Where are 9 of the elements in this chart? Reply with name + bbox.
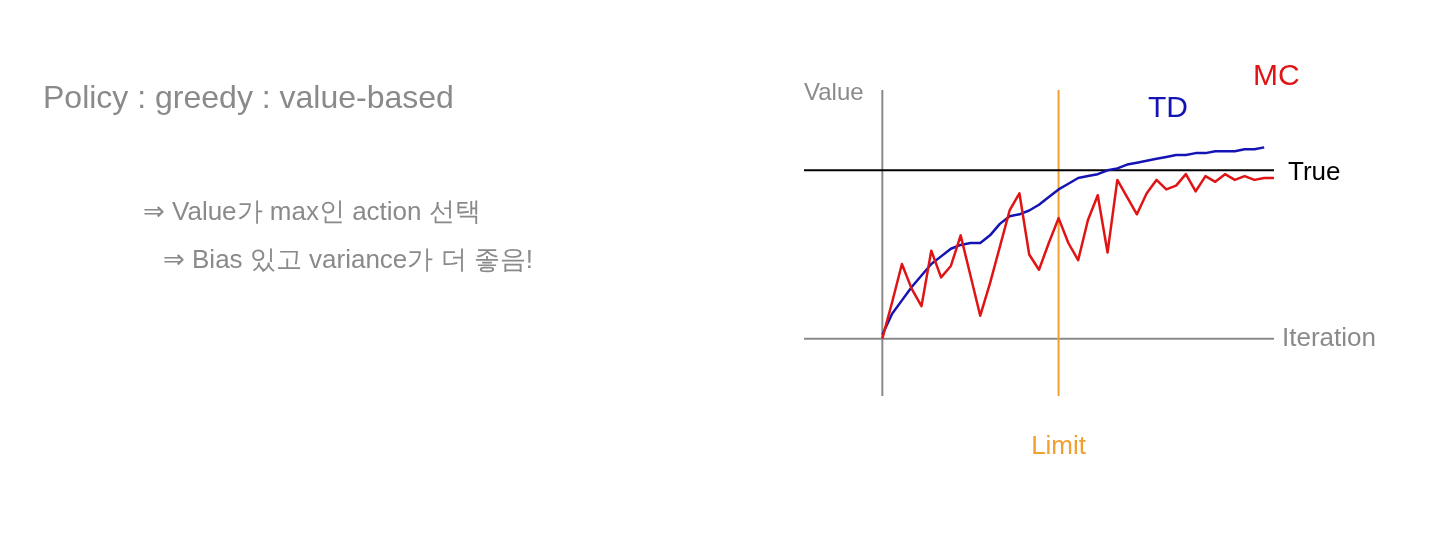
y-axis-title: Value [804,78,864,106]
ref-line-label: True [1288,155,1341,186]
text: MC [1253,58,1300,92]
text: ⇒ Bias 있고 variance가 더 좋음! [163,243,533,275]
series-label: TD [1148,90,1188,124]
x-axis-title: Iteration [1282,322,1376,353]
text: ⇒ Value가 max인 action 선택 [143,196,482,228]
text: Policy : greedy : value-based [43,78,455,117]
text: Limit [1031,430,1087,461]
